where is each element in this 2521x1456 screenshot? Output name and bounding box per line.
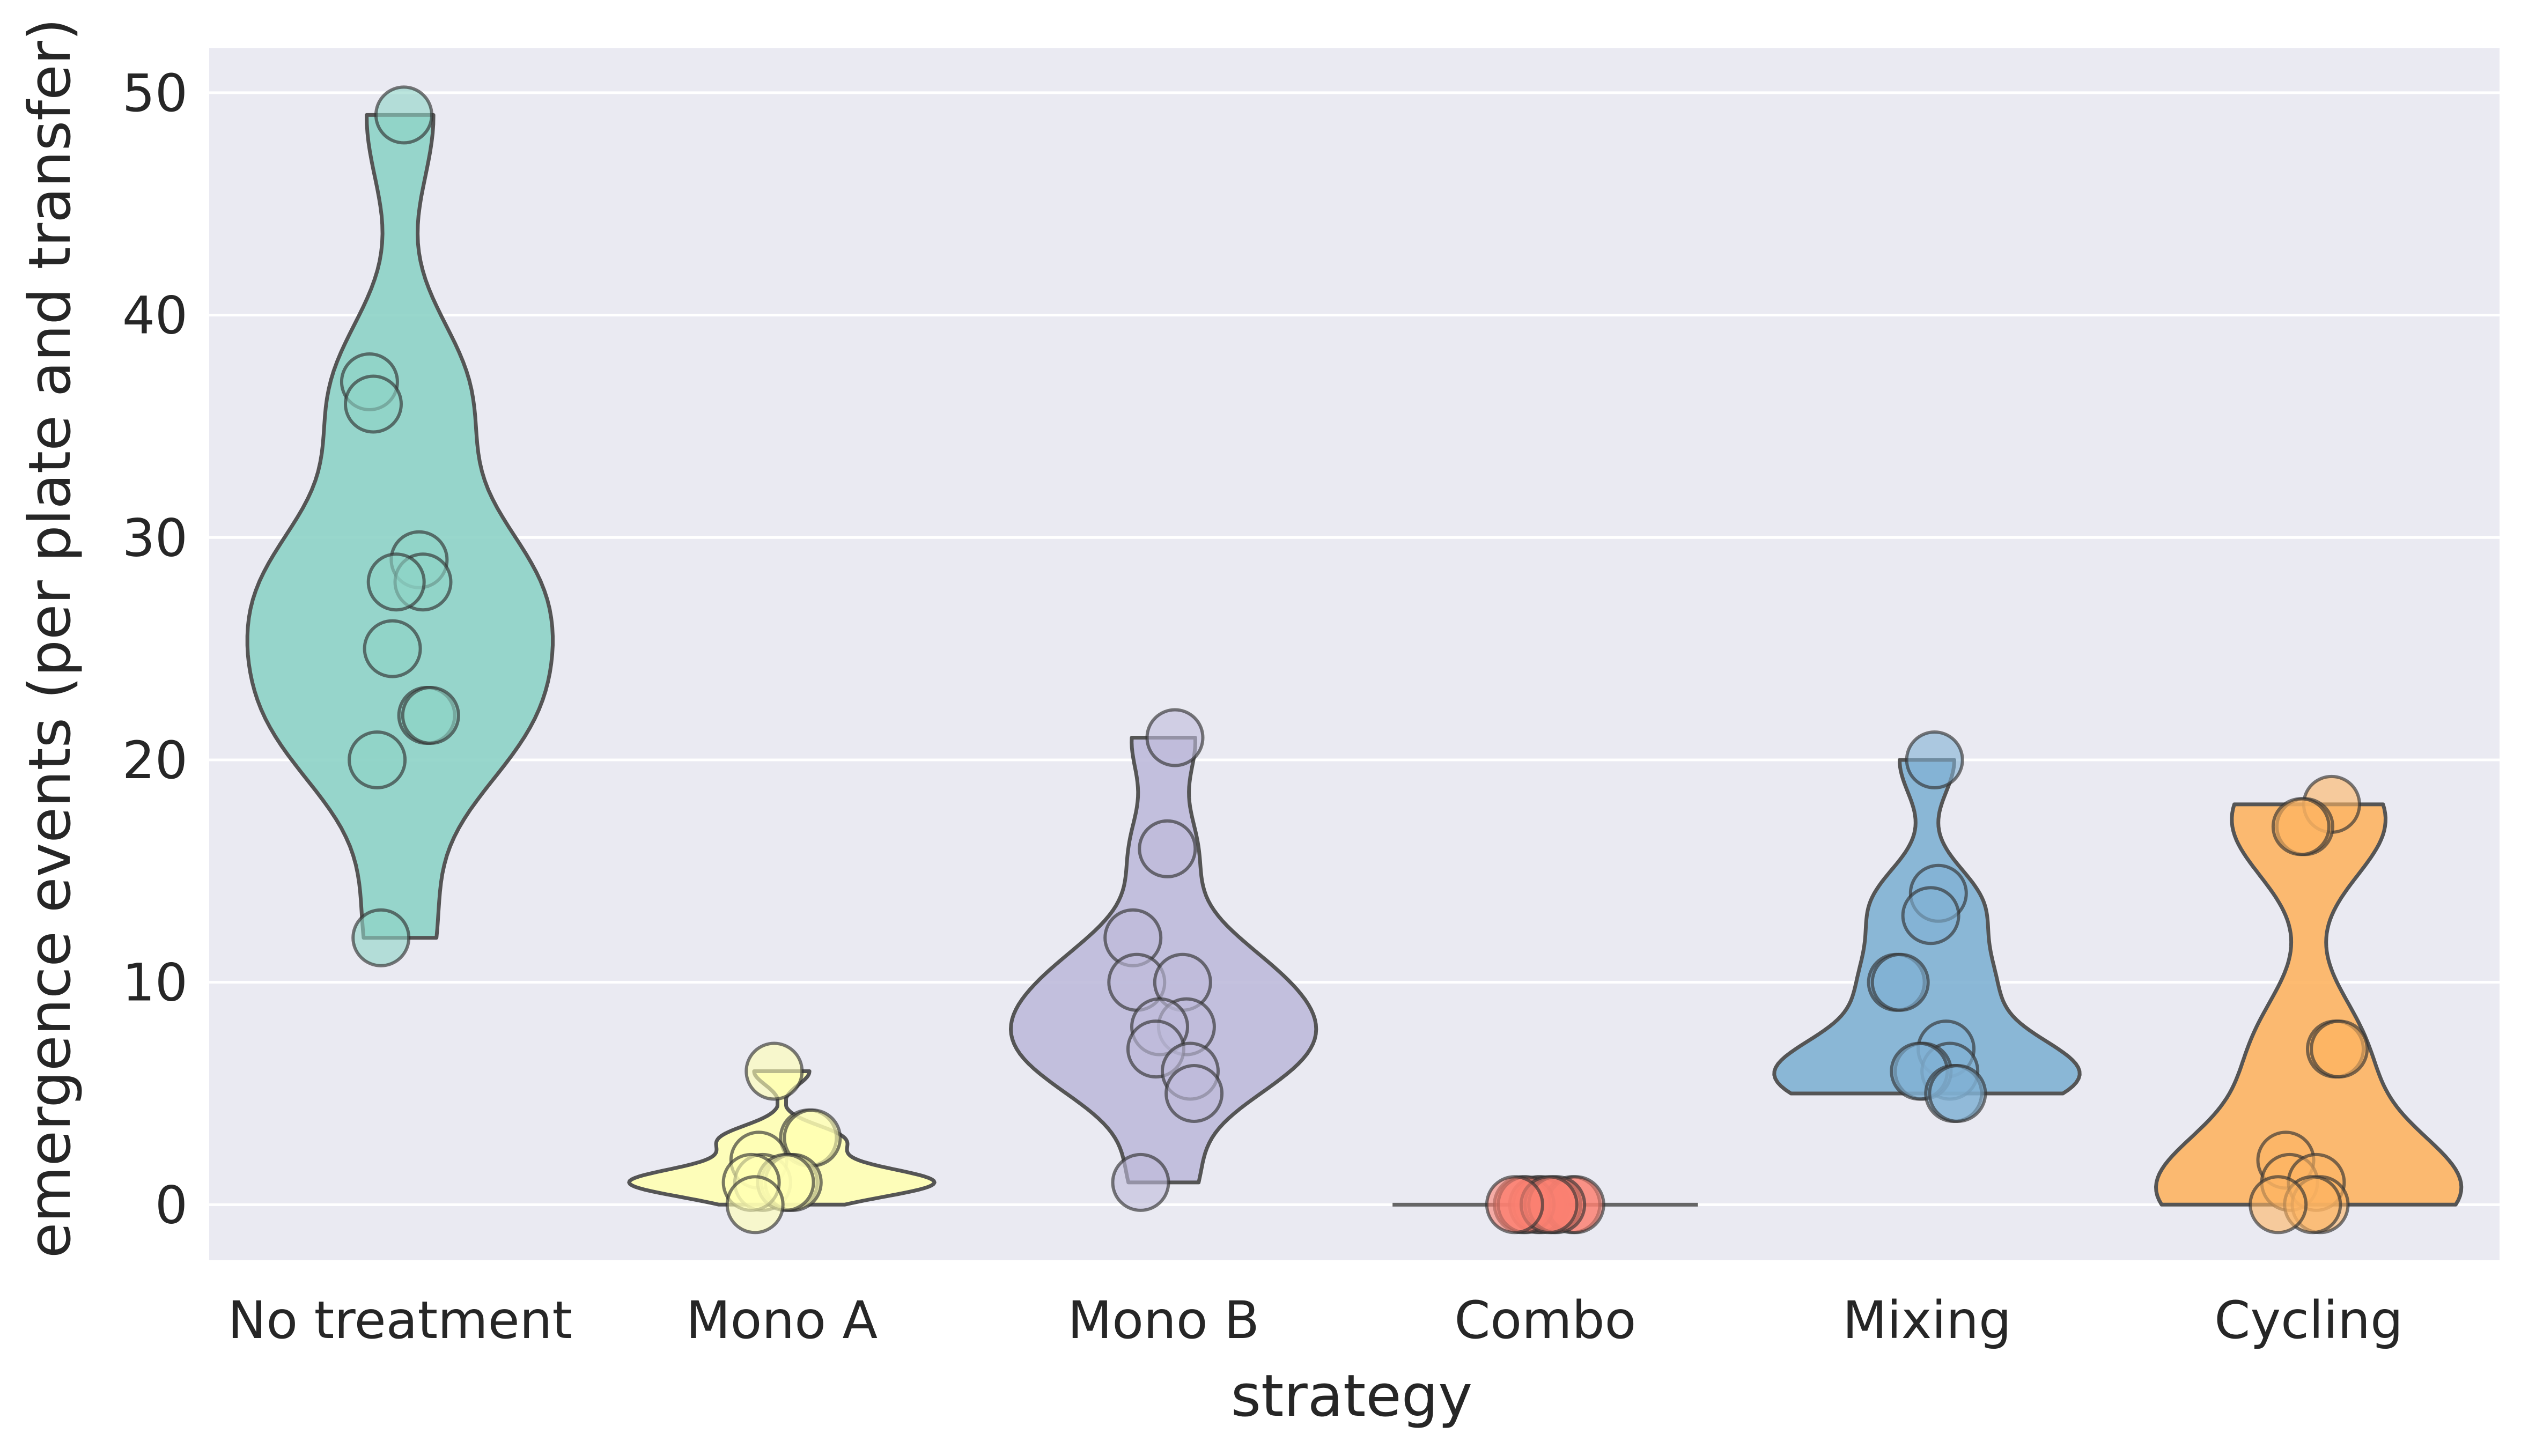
data-point: [351, 908, 411, 967]
violin: [245, 113, 555, 940]
data-point: [1138, 819, 1197, 878]
y-tick-label: 20: [122, 730, 188, 790]
grid-lines: [209, 91, 2500, 1206]
data-point: [401, 686, 460, 745]
data-point: [2271, 797, 2331, 856]
x-tick-label: Mono B: [1067, 1290, 1259, 1350]
data-point: [1870, 952, 1930, 1012]
data-point: [1145, 708, 1205, 767]
y-tick-label: 30: [122, 508, 188, 568]
x-tick-label: Mixing: [1842, 1290, 2011, 1350]
data-point: [366, 552, 426, 612]
data-point: [725, 1175, 785, 1235]
y-tick-label: 40: [122, 286, 188, 346]
data-points: [340, 85, 2369, 1235]
y-tick-label: 0: [155, 1175, 188, 1235]
violin: [2154, 802, 2464, 1207]
x-axis-label: strategy: [1231, 1363, 1472, 1430]
data-point: [374, 85, 433, 145]
data-point: [1111, 1152, 1170, 1212]
y-axis-label: emergence events (per plate and transfer…: [17, 18, 84, 1258]
data-point: [363, 619, 422, 678]
x-tick-label: No treatment: [228, 1290, 573, 1350]
y-tick-label: 10: [122, 953, 188, 1013]
plot-background: [209, 48, 2500, 1260]
data-point: [1901, 886, 1960, 945]
x-tick-labels: No treatment Mono A Mono B Combo Mixing Cycli…: [228, 1290, 2404, 1350]
data-point: [744, 1041, 804, 1101]
data-point: [1485, 1175, 1544, 1235]
y-tick-label: 50: [122, 63, 188, 123]
data-point: [348, 730, 407, 789]
data-point: [2249, 1175, 2308, 1235]
x-tick-label: Combo: [1454, 1290, 1636, 1350]
data-point: [344, 374, 403, 434]
data-point: [1928, 1064, 1987, 1123]
data-point: [1905, 730, 1964, 789]
data-point: [1164, 1064, 1224, 1123]
x-tick-label: Cycling: [2214, 1290, 2403, 1350]
x-tick-label: Mono A: [686, 1290, 878, 1350]
data-point: [2310, 1019, 2369, 1079]
y-tick-labels: 0 10 20 30 40 50: [122, 63, 188, 1235]
